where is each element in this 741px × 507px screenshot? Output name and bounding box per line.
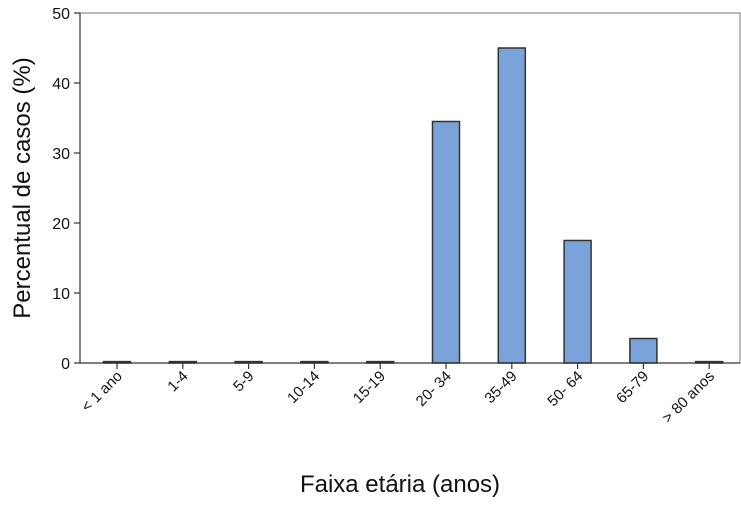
y-tick-label: 20	[52, 216, 70, 233]
x-tick-label: 65-79	[613, 368, 652, 407]
bar-6	[497, 47, 527, 364]
x-tick-label: 10-14	[284, 368, 323, 407]
x-tick-label: 35-49	[481, 368, 520, 407]
bars-group	[102, 47, 724, 364]
y-tick-label: 10	[52, 286, 70, 303]
y-tick-label: 30	[52, 146, 70, 163]
y-tick-label: 40	[52, 76, 70, 93]
x-tick-label: 50- 64	[544, 368, 586, 410]
x-axis: < 1 ano 1-4 5-9 10-14 15-19 20- 34 35-49 50- 64…	[78, 362, 740, 427]
plot-border	[79, 12, 741, 364]
x-axis-title: Faixa etária (anos)	[300, 471, 500, 498]
x-tick-label: 15-19	[350, 368, 389, 407]
bar-7	[563, 239, 592, 364]
plot-frame	[79, 12, 741, 364]
x-tick-label: < 1 ano	[78, 368, 126, 416]
x-tick-label: 1-4	[164, 368, 191, 395]
bar-8	[629, 337, 658, 364]
x-tick-label: 20- 34	[413, 368, 455, 410]
x-tick-label: 5-9	[230, 368, 257, 395]
y-tick-label: 0	[61, 356, 70, 373]
x-tick-label: > 80 anos	[659, 368, 718, 427]
y-tick-label: 50	[52, 6, 70, 23]
y-axis: 0 10 20 30 40 50	[52, 6, 81, 373]
bar-5	[431, 120, 461, 364]
y-axis-title: Percentual de casos (%)	[9, 57, 36, 318]
